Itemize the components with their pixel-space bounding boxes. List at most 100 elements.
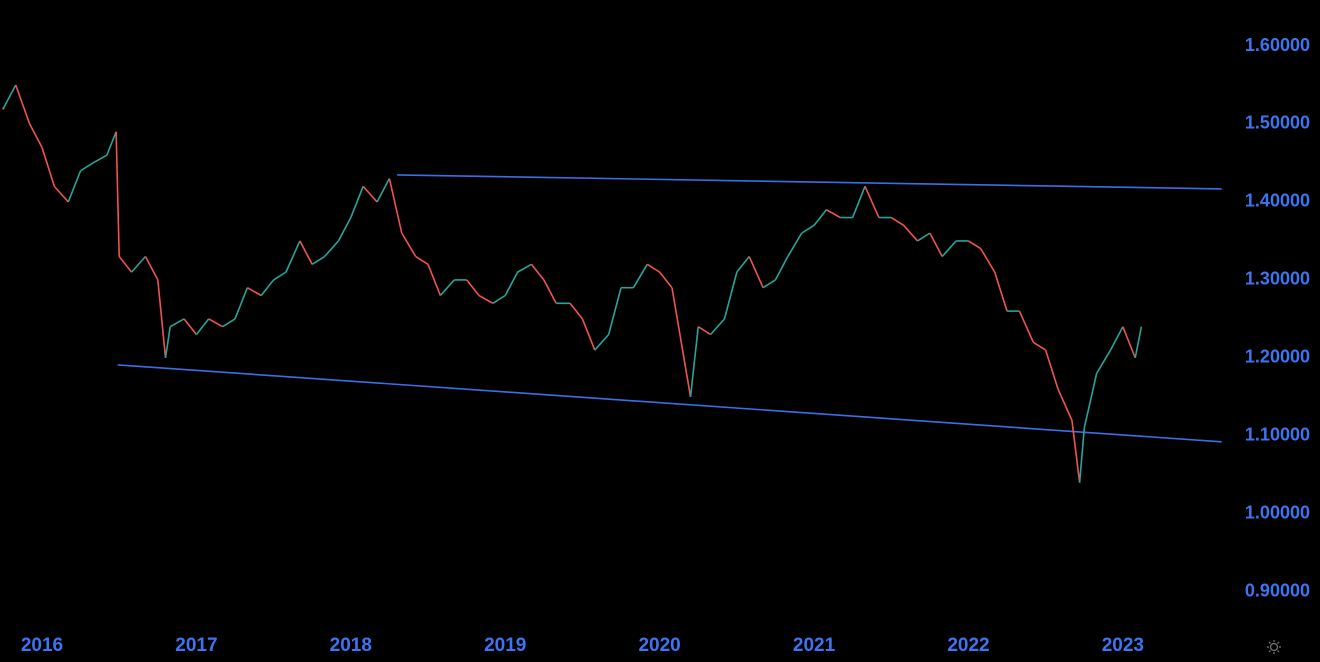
x-tick-label: 2022 (947, 635, 989, 656)
y-tick-label: 1.60000 (1245, 35, 1310, 55)
price-segment (968, 240, 982, 250)
price-segment (465, 279, 480, 297)
price-segment (234, 287, 249, 320)
price-segment (157, 279, 167, 358)
price-segment (864, 186, 880, 218)
price-segment (530, 263, 545, 281)
price-segment (439, 279, 455, 297)
price-segment (917, 232, 931, 242)
y-tick-label: 1.40000 (1245, 191, 1310, 211)
x-tick-label: 2016 (21, 635, 63, 656)
price-segment (222, 318, 236, 328)
price-segment (92, 154, 108, 164)
price-segment (517, 263, 532, 273)
price-segment (1071, 420, 1081, 483)
price-segment (401, 232, 417, 257)
price-segment (813, 209, 828, 226)
x-tick-label: 2021 (793, 635, 836, 656)
x-tick-label: 2019 (484, 635, 526, 656)
price-segment (273, 271, 287, 281)
price-segment (671, 287, 692, 398)
price-segment (169, 318, 185, 328)
price-segment (1044, 349, 1059, 390)
price-segment (504, 271, 519, 296)
price-segment (388, 178, 403, 234)
price-segment (569, 302, 584, 320)
price-segment (208, 318, 224, 328)
price-segment (1134, 326, 1143, 359)
price-segment (164, 326, 171, 359)
y-tick-label: 1.00000 (1245, 503, 1310, 523)
price-segment (993, 271, 1008, 312)
price-segment (689, 326, 700, 397)
x-tick-label: 2017 (175, 635, 217, 656)
price-segment (28, 123, 43, 148)
price-segment (709, 318, 726, 336)
price-segment (311, 255, 325, 265)
trend-line (117, 364, 1222, 443)
price-segment (607, 287, 622, 335)
price-segment (748, 256, 764, 289)
price-segment (1122, 326, 1136, 359)
price-segment (427, 264, 442, 296)
price-segment (492, 294, 506, 304)
x-tick-label: 2018 (330, 635, 372, 656)
price-segment (646, 263, 661, 273)
price-segment (337, 217, 352, 242)
price-segment (774, 256, 789, 281)
price-segment (929, 232, 943, 257)
price-segment (1057, 388, 1073, 421)
price-segment (80, 162, 94, 172)
price-segment (183, 318, 198, 335)
y-tick-label: 0.90000 (1245, 581, 1310, 601)
price-segment (415, 255, 429, 265)
price-segment (118, 256, 133, 273)
price-segment (106, 131, 117, 156)
price-segment (594, 333, 610, 351)
price-segment (53, 185, 69, 203)
price-segment (67, 170, 82, 203)
price-segment (285, 240, 301, 273)
price-segment (323, 240, 340, 258)
price-segment (851, 186, 866, 218)
price-segment (246, 287, 262, 297)
price-segment (980, 248, 996, 273)
price-segment (890, 216, 905, 227)
price-segment (1078, 427, 1086, 483)
price-segment (195, 318, 210, 335)
price-segment (1109, 326, 1124, 351)
x-tick-label: 2020 (638, 635, 680, 656)
price-segment (787, 232, 803, 257)
price-segment (362, 185, 378, 203)
price-segment (543, 279, 557, 304)
price-segment (826, 209, 841, 219)
price-segment (144, 256, 159, 281)
settings-icon[interactable] (1267, 640, 1281, 654)
price-segment (762, 279, 776, 289)
price-segment (723, 271, 738, 320)
price-segment (581, 318, 596, 351)
price-segment (941, 240, 957, 258)
price-segment (736, 256, 750, 273)
price-segment (903, 224, 919, 242)
price-segment (1018, 310, 1035, 343)
y-tick-label: 1.50000 (1245, 113, 1310, 133)
x-tick-label: 2023 (1102, 635, 1144, 656)
price-segment (697, 326, 712, 336)
y-tick-label: 1.30000 (1245, 269, 1310, 289)
price-segment (41, 147, 56, 187)
y-tick-label: 1.10000 (1245, 425, 1310, 445)
price-segment (2, 84, 17, 109)
price-segment (376, 178, 391, 203)
trend-line (397, 174, 1222, 190)
price-segment (659, 271, 673, 289)
price-segment (1095, 349, 1112, 374)
price-segment (350, 186, 364, 218)
price-segment (801, 224, 815, 234)
price-segment (260, 279, 275, 297)
price-segment (115, 131, 121, 257)
price-segment (1032, 341, 1047, 351)
y-tick-label: 1.20000 (1245, 347, 1310, 367)
